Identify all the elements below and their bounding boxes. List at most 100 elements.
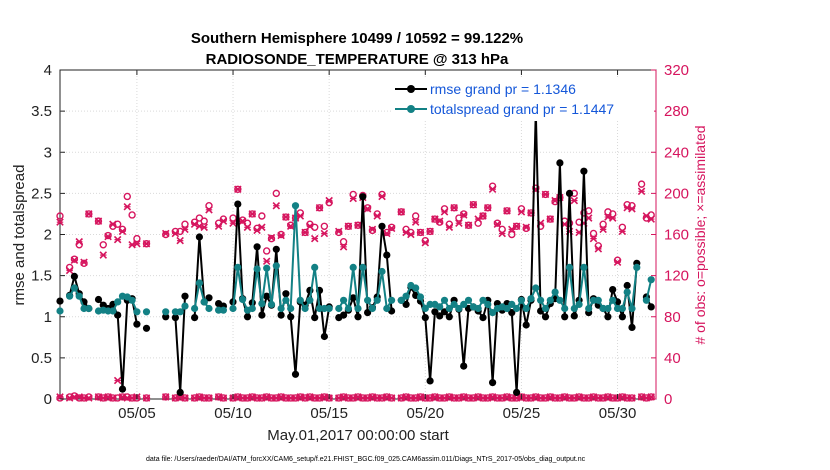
obs-assimilated-marker bbox=[421, 238, 430, 247]
obs-possible-marker bbox=[277, 230, 285, 239]
totalspread-point bbox=[229, 304, 237, 313]
totalspread-point bbox=[263, 264, 271, 272]
totalspread-point bbox=[517, 296, 526, 304]
obs-possible-marker bbox=[311, 223, 319, 232]
obs-possible-marker bbox=[387, 223, 396, 232]
obs-assimilated-marker bbox=[286, 222, 295, 231]
totalspread-point bbox=[70, 284, 78, 292]
obs-assimilated-marker bbox=[200, 223, 208, 232]
obs-possible-marker bbox=[599, 220, 607, 228]
totalspread-point bbox=[287, 304, 295, 313]
totalspread-point bbox=[248, 304, 256, 313]
obs-assimilated-marker bbox=[310, 234, 319, 243]
rmse-point bbox=[349, 294, 357, 302]
totalspread-point bbox=[306, 296, 314, 304]
obs-assimilated-marker bbox=[426, 227, 434, 236]
obs-assimilated-marker bbox=[80, 258, 88, 267]
obs-possible-marker bbox=[320, 222, 329, 230]
obs-assimilated-baseline-marker bbox=[142, 394, 151, 402]
totalspread-point bbox=[325, 304, 333, 313]
obs-possible-marker bbox=[123, 192, 131, 201]
rmse-point bbox=[556, 159, 564, 167]
obs-assimilated-marker bbox=[85, 210, 93, 218]
totalspread-point bbox=[219, 306, 227, 314]
obs-assimilated-marker bbox=[277, 231, 285, 240]
totalspread-point bbox=[191, 304, 199, 313]
y-right-tick-label: 320 bbox=[664, 62, 689, 79]
obs-assimilated-marker bbox=[344, 222, 353, 231]
totalspread-point bbox=[258, 300, 266, 308]
obs-possible-baseline-marker bbox=[56, 394, 64, 402]
rmse-point bbox=[383, 251, 391, 259]
obs-possible-marker bbox=[368, 226, 377, 235]
obs-assimilated-marker bbox=[479, 212, 487, 220]
obs-possible-marker bbox=[56, 212, 64, 220]
y-left-tick-label: 2.5 bbox=[31, 185, 52, 202]
rmse-point bbox=[364, 309, 372, 317]
totalspread-point bbox=[234, 263, 242, 271]
obs-possible-marker bbox=[508, 230, 516, 239]
y-right-axis-label: # of obs: o=possible; ×=assimilated bbox=[692, 125, 708, 344]
rmse-point bbox=[561, 313, 569, 321]
obs-assimilated-marker bbox=[104, 232, 112, 241]
obs-assimilated-marker bbox=[637, 187, 646, 196]
obs-assimilated-marker bbox=[541, 190, 550, 199]
totalspread-point bbox=[460, 300, 468, 308]
totalspread-point bbox=[556, 296, 564, 304]
rmse-point bbox=[287, 313, 295, 321]
totalspread-point bbox=[565, 263, 574, 271]
obs-assimilated-marker bbox=[488, 185, 497, 194]
totalspread-point bbox=[253, 265, 261, 273]
obs-assimilated-marker bbox=[546, 215, 555, 223]
totalspread-point bbox=[239, 295, 247, 304]
rmse-point bbox=[263, 292, 271, 300]
obs-assimilated-marker bbox=[517, 208, 526, 216]
legend-rmse-marker bbox=[407, 85, 415, 93]
totalspread-point bbox=[397, 296, 405, 304]
x-tick-label: 05/20 bbox=[407, 405, 445, 422]
obs-assimilated-marker bbox=[335, 227, 343, 236]
obs-possible-marker bbox=[493, 219, 502, 227]
totalspread-point bbox=[546, 296, 554, 304]
legend-entry-rmse: rmse grand pr = 1.1346 bbox=[395, 81, 576, 97]
rmse-point bbox=[460, 362, 468, 370]
obs-assimilated-marker bbox=[647, 215, 655, 223]
rmse-point bbox=[580, 167, 588, 175]
totalspread-point bbox=[181, 302, 189, 310]
rmse-point bbox=[320, 332, 328, 341]
x-tick-label: 05/25 bbox=[503, 405, 541, 422]
rmse-point bbox=[609, 286, 617, 294]
series-lines bbox=[56, 107, 655, 396]
obs-assimilated-marker bbox=[296, 212, 305, 220]
obs-assimilated-marker bbox=[229, 219, 237, 227]
y-right-tick-label: 200 bbox=[664, 185, 689, 202]
totalspread-point bbox=[311, 263, 319, 271]
x-axis-ticks: 05/05 05/10 05/15 05/20 05/25 05/30 bbox=[118, 70, 636, 422]
obs-assimilated-marker bbox=[613, 258, 622, 267]
obs-assimilated-marker bbox=[133, 239, 141, 248]
obs-possible-marker bbox=[200, 217, 208, 225]
totalspread-point bbox=[618, 304, 627, 313]
totalspread-point bbox=[445, 304, 453, 313]
obs-assimilated-marker bbox=[94, 217, 103, 225]
totalspread-series bbox=[56, 202, 655, 317]
obs-assimilated-marker bbox=[99, 251, 108, 259]
grid-lines bbox=[60, 70, 656, 399]
obs-possible-marker bbox=[229, 214, 237, 222]
rmse-point bbox=[354, 313, 362, 321]
totalspread-point bbox=[85, 304, 93, 313]
obs-assimilated-marker bbox=[589, 234, 598, 243]
x-tick-label: 05/15 bbox=[310, 405, 348, 422]
rmse-point bbox=[431, 308, 439, 316]
totalspread-point bbox=[359, 263, 367, 271]
obs-assimilated-marker bbox=[416, 228, 425, 237]
obs-assimilated-marker bbox=[522, 223, 530, 232]
obs-assimilated-marker bbox=[411, 218, 420, 226]
totalspread-point bbox=[277, 304, 285, 313]
obs-assimilated-marker bbox=[354, 221, 362, 230]
rmse-point bbox=[421, 314, 429, 322]
obs-assimilated-marker bbox=[325, 196, 333, 205]
totalspread-point bbox=[580, 263, 588, 271]
rmse-point bbox=[258, 311, 266, 319]
